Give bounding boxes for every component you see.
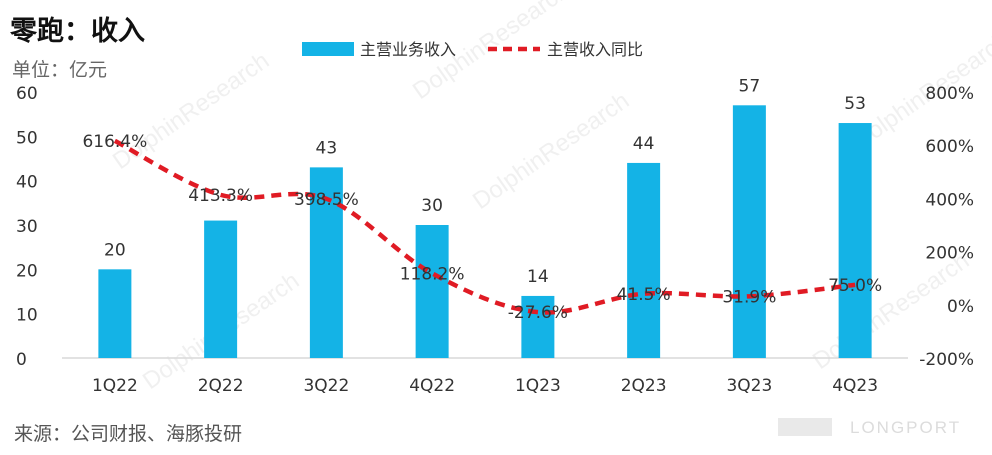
yoy-value-label: 75.0% <box>828 276 882 296</box>
bar <box>204 220 238 358</box>
bar <box>521 295 555 358</box>
bar-value-label: 43 <box>316 138 338 158</box>
yoy-value-label: 31.9% <box>722 287 776 307</box>
x-tick-label: 4Q23 <box>832 376 878 396</box>
x-tick-label: 4Q22 <box>409 376 455 396</box>
bar-value-label: 57 <box>739 76 761 96</box>
bar-value-label: 14 <box>527 267 549 287</box>
y-right-tick-label: 800% <box>925 84 974 104</box>
y-right-tick-label: 600% <box>925 137 974 157</box>
yoy-value-label: 398.5% <box>294 190 359 210</box>
yoy-value-label: -27.6% <box>508 303 568 323</box>
y-left-tick-label: 10 <box>16 306 38 326</box>
x-tick-label: 1Q23 <box>515 376 561 396</box>
brand-text: LONGPORT <box>850 418 961 437</box>
yoy-value-label: 413.3% <box>188 186 253 206</box>
bar <box>838 123 872 359</box>
bars <box>98 105 872 359</box>
y-left-tick-label: 60 <box>16 84 38 104</box>
watermark-text: DolphinResearch <box>468 87 634 215</box>
y-right-tick-label: 200% <box>925 244 974 264</box>
x-tick-label: 3Q23 <box>726 376 772 396</box>
yoy-line <box>113 138 856 315</box>
bar-value-label: 20 <box>104 240 126 260</box>
legend: 主营业务收入 主营收入同比 <box>302 40 643 59</box>
yoy-value-label: 616.4% <box>82 132 147 152</box>
x-tick-label: 1Q22 <box>92 376 138 396</box>
watermark-text: DolphinResearch <box>108 47 274 175</box>
y-left-tick-label: 20 <box>16 261 38 281</box>
legend-bar-label: 主营业务收入 <box>360 40 456 59</box>
x-tick-label: 3Q22 <box>303 376 349 396</box>
bar-labels: 20 43 30 14 44 57 53 <box>104 76 866 287</box>
source-note: 来源：公司财报、海豚投研 <box>14 423 242 445</box>
bar-value-label: 44 <box>633 134 655 154</box>
bar <box>98 269 132 358</box>
y-left-tick-label: 30 <box>16 217 38 237</box>
legend-bar-swatch <box>302 42 354 56</box>
yoy-line-path <box>113 138 856 315</box>
chart-title: 零跑：收入 <box>9 16 145 47</box>
y-right-tick-label: 0% <box>947 297 974 317</box>
yoy-labels: 616.4% 413.3% 398.5% 118.2% -27.6% 41.5% 31.9%… <box>82 132 882 323</box>
bar-value-label: 30 <box>421 196 443 216</box>
yoy-value-label: 118.2% <box>400 264 465 284</box>
bar <box>415 225 449 358</box>
axes: 0 10 20 30 40 50 60 -200% 0% 200% 400% 600% 800% 1Q22… <box>16 84 974 396</box>
bar <box>627 162 661 358</box>
y-left-tick-label: 50 <box>16 128 38 148</box>
legend-line-label: 主营收入同比 <box>547 40 643 59</box>
x-tick-label: 2Q22 <box>198 376 244 396</box>
yoy-value-label: 41.5% <box>617 285 671 305</box>
brand-logo: LONGPORT <box>778 418 961 437</box>
unit-label: 单位：亿元 <box>12 59 107 81</box>
y-left-tick-label: 0 <box>16 350 27 370</box>
y-left-tick-label: 40 <box>16 173 38 193</box>
y-right-tick-label: -200% <box>919 350 974 370</box>
bar <box>732 105 766 358</box>
x-tick-label: 2Q23 <box>621 376 667 396</box>
y-right-tick-label: 400% <box>925 190 974 210</box>
bar-value-label: 53 <box>844 94 866 114</box>
